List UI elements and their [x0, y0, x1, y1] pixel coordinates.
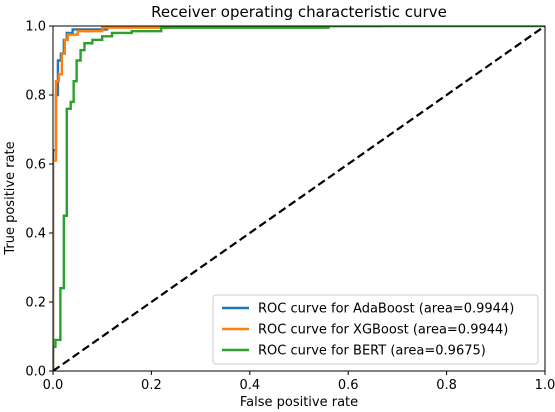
chance-diagonal-line — [53, 26, 545, 371]
plot-frame — [52, 25, 546, 372]
x-tick-label: 0.6 — [338, 378, 359, 393]
x-tick-label: 0.2 — [141, 378, 162, 393]
x-axis-label: False positive rate — [240, 395, 358, 410]
legend-frame — [212, 294, 539, 365]
x-tick-label: 1.0 — [535, 378, 555, 393]
y-tick-label: 0.8 — [25, 89, 46, 104]
legend-entry-label: ROC curve for AdaBoost (area=0.9944) — [258, 302, 514, 317]
x-axis: 0.0 0.2 0.4 0.6 0.8 1.0 — [43, 371, 555, 393]
chart-title: Receiver operating characteristic curve — [151, 3, 447, 21]
x-tick-label: 0.0 — [43, 378, 64, 393]
y-tick-label: 0.0 — [25, 365, 46, 380]
y-tick-label: 0.2 — [25, 296, 46, 311]
series-line-3 — [53, 26, 545, 371]
legend: ROC curve for AdaBoost (area=0.9944) ROC … — [212, 294, 539, 365]
x-tick-label: 0.4 — [239, 378, 260, 393]
legend-entry-label: ROC curve for XGBoost (area=0.9944) — [258, 323, 508, 338]
series-line-2 — [53, 26, 383, 371]
y-tick-label: 0.6 — [25, 158, 46, 173]
y-axis-label: True positive rate — [3, 141, 18, 255]
series-layer — [53, 26, 545, 371]
y-tick-label: 1.0 — [25, 20, 46, 35]
legend-entry-label: ROC curve for BERT (area=0.9675) — [258, 344, 486, 359]
y-tick-label: 0.4 — [25, 227, 46, 242]
y-axis: 0.0 0.2 0.4 0.6 0.8 1.0 — [25, 20, 53, 380]
x-tick-label: 0.8 — [436, 378, 457, 393]
